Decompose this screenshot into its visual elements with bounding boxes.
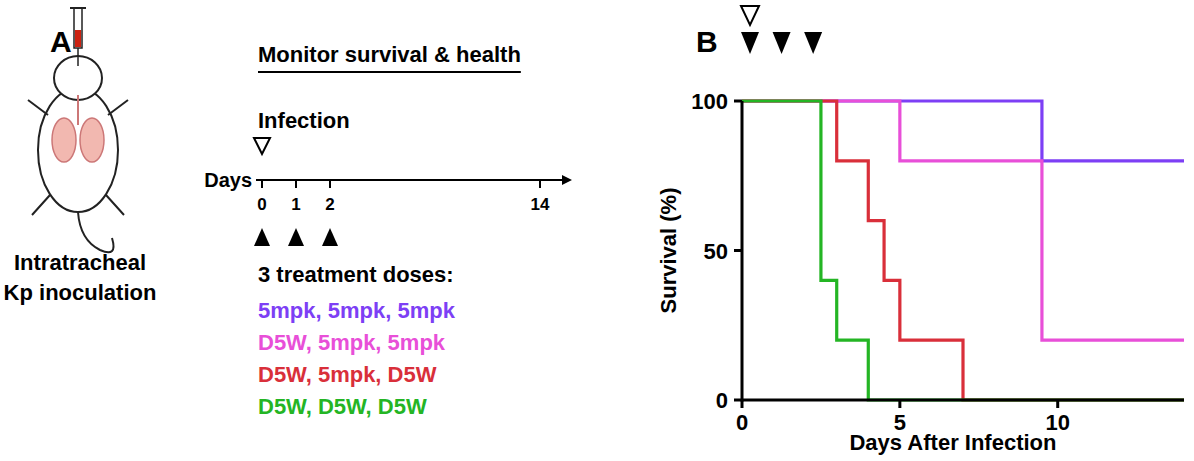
- y-tick-label: 100: [691, 89, 728, 114]
- survival-curve: [742, 101, 1184, 161]
- x-tick: [898, 400, 901, 408]
- header-underline: [258, 71, 521, 73]
- legend-entry: D5W, 5mpk, 5mpk: [258, 330, 446, 355]
- timeline-tick-label: 2: [325, 195, 334, 214]
- y-axis-title: Survival (%): [656, 188, 681, 314]
- mouse-icon: [28, 8, 128, 252]
- timeline-tick-label: 14: [531, 195, 550, 214]
- trachea: [77, 95, 79, 125]
- procedure-label: Kp inoculation: [4, 280, 157, 305]
- y-tick: [734, 399, 742, 402]
- mouse-body: [38, 88, 118, 212]
- timeline-tick: [539, 180, 541, 188]
- timeline-tick: [329, 180, 331, 188]
- y-tick: [734, 249, 742, 252]
- survival-curve: [742, 101, 1184, 340]
- x-axis-title: Days After Infection: [849, 430, 1056, 455]
- x-axis: [742, 399, 1184, 402]
- dose-marker: [322, 228, 338, 246]
- syringe-fluid: [75, 30, 81, 47]
- lung: [52, 118, 76, 162]
- dose-marker: [773, 32, 791, 54]
- procedure-label: Intratracheal: [14, 250, 146, 275]
- syringe: [74, 8, 82, 48]
- infection-marker: [741, 6, 759, 25]
- legend-entry: D5W, 5mpk, D5W: [258, 362, 437, 387]
- plot-lines: [742, 101, 1184, 400]
- dose-marker: [804, 32, 822, 54]
- legend-entry: 5mpk, 5mpk, 5mpk: [258, 298, 456, 323]
- survival-curve: [742, 101, 1184, 400]
- timeline-tick: [295, 180, 297, 188]
- timeline-tick-label: 1: [291, 195, 300, 214]
- y-tick-label: 50: [704, 239, 728, 264]
- timeline-tick: [261, 180, 263, 188]
- x-tick-label: 0: [736, 410, 748, 435]
- timeline: [256, 179, 562, 181]
- panel-label: A: [50, 25, 72, 58]
- timeline-arrowhead: [562, 175, 572, 185]
- timeline-header: Monitor survival & health: [258, 42, 521, 67]
- plunger: [70, 7, 86, 9]
- y-tick: [734, 100, 742, 103]
- doses-title: 3 treatment doses:: [258, 262, 454, 287]
- figure: A Intratracheal Kp inoculation Monitor surv…: [0, 0, 1194, 461]
- event-label: Infection: [258, 108, 350, 133]
- dose-marker: [254, 228, 270, 246]
- y-tick-label: 0: [716, 388, 728, 413]
- dose-marker: [741, 32, 759, 54]
- x-tick: [1056, 400, 1059, 408]
- lung: [80, 118, 104, 162]
- legend-entry: D5W, D5W, D5W: [258, 394, 427, 419]
- survival-curve: [742, 101, 1184, 400]
- dose-marker: [288, 228, 304, 246]
- mouse-tail: [78, 212, 114, 252]
- timeline-axis-label: Days: [204, 169, 252, 191]
- timeline-tick-label: 0: [257, 195, 266, 214]
- infection-marker: [254, 138, 270, 154]
- panel-label: B: [696, 25, 718, 58]
- needle: [77, 48, 79, 66]
